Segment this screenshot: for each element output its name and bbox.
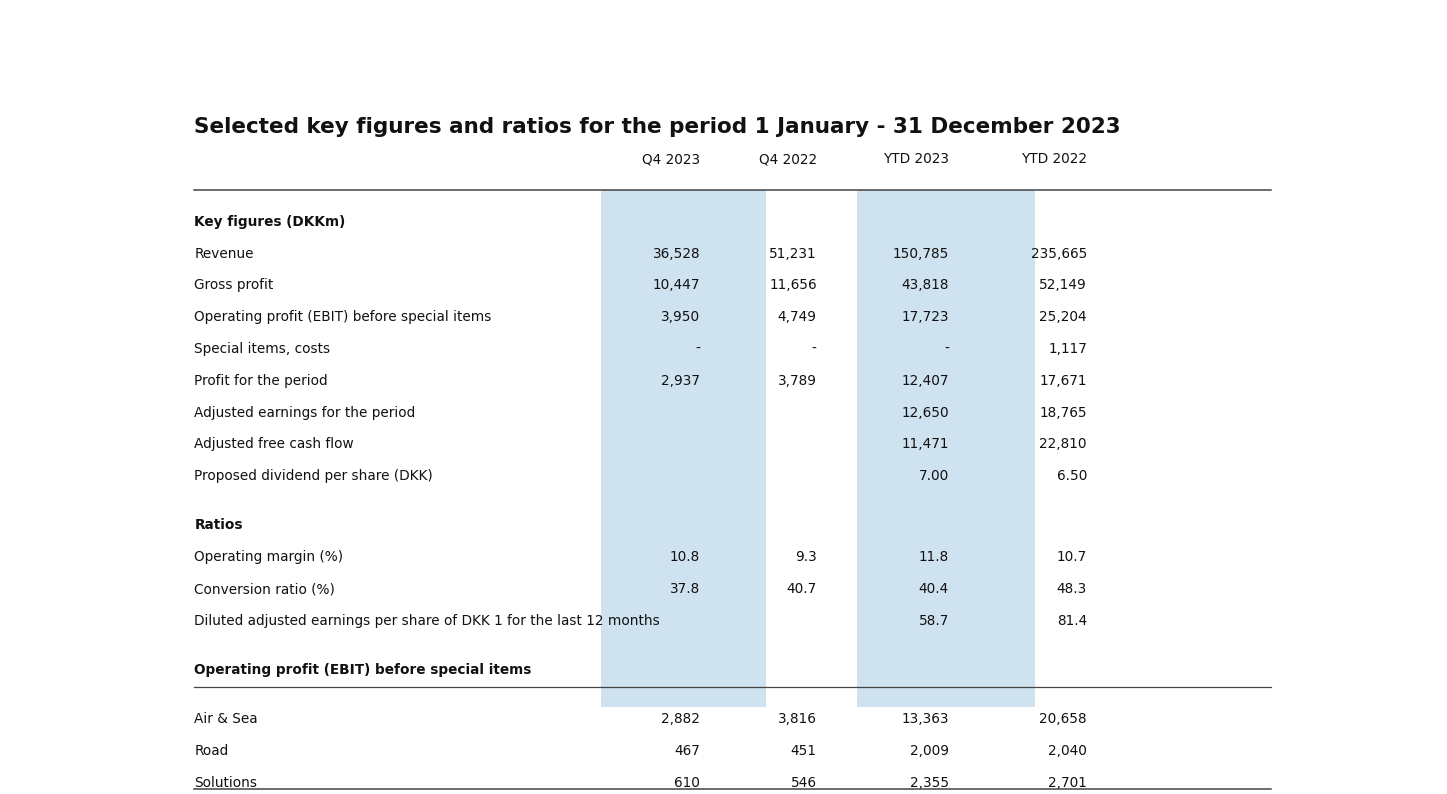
Text: 40.7: 40.7 xyxy=(787,582,816,596)
Text: 12,650: 12,650 xyxy=(901,406,949,419)
Text: 7.00: 7.00 xyxy=(919,469,949,484)
Text: Ratios: Ratios xyxy=(194,518,243,533)
Text: Adjusted earnings for the period: Adjusted earnings for the period xyxy=(194,406,415,419)
Text: Key figures (DKKm): Key figures (DKKm) xyxy=(194,215,346,229)
Text: 11,471: 11,471 xyxy=(901,437,949,451)
Text: 13,363: 13,363 xyxy=(901,712,949,727)
Text: Solutions: Solutions xyxy=(194,776,258,790)
Text: 2,882: 2,882 xyxy=(661,712,700,727)
Text: 51,231: 51,231 xyxy=(770,247,816,260)
Text: 9.3: 9.3 xyxy=(794,550,816,565)
Text: 610: 610 xyxy=(674,776,700,790)
Text: 2,937: 2,937 xyxy=(661,374,700,387)
Text: 150,785: 150,785 xyxy=(893,247,949,260)
Text: 6.50: 6.50 xyxy=(1056,469,1087,484)
Text: 10.7: 10.7 xyxy=(1056,550,1087,565)
Text: 467: 467 xyxy=(674,744,700,758)
Text: 2,355: 2,355 xyxy=(910,776,949,790)
Text: -: - xyxy=(945,342,949,356)
Text: Diluted adjusted earnings per share of DKK 1 for the last 12 months: Diluted adjusted earnings per share of D… xyxy=(194,614,660,628)
Text: YTD 2023: YTD 2023 xyxy=(883,152,949,167)
Text: 1,117: 1,117 xyxy=(1048,342,1087,356)
Text: Special items, costs: Special items, costs xyxy=(194,342,330,356)
Text: 2,009: 2,009 xyxy=(910,744,949,758)
Text: Selected key figures and ratios for the period 1 January - 31 December 2023: Selected key figures and ratios for the … xyxy=(194,117,1121,137)
Text: 12,407: 12,407 xyxy=(901,374,949,387)
Text: Q4 2023: Q4 2023 xyxy=(642,152,700,167)
Text: 546: 546 xyxy=(790,776,816,790)
Text: 2,701: 2,701 xyxy=(1048,776,1087,790)
Text: 3,950: 3,950 xyxy=(661,310,700,324)
Text: 36,528: 36,528 xyxy=(653,247,700,260)
Text: YTD 2022: YTD 2022 xyxy=(1022,152,1087,167)
Text: 4,749: 4,749 xyxy=(777,310,816,324)
Text: 2,040: 2,040 xyxy=(1048,744,1087,758)
Text: Operating margin (%): Operating margin (%) xyxy=(194,550,343,565)
Text: Q4 2022: Q4 2022 xyxy=(758,152,816,167)
Text: 43,818: 43,818 xyxy=(901,279,949,292)
Text: 10,447: 10,447 xyxy=(653,279,700,292)
Text: -: - xyxy=(812,342,816,356)
Text: 40.4: 40.4 xyxy=(919,582,949,596)
Bar xyxy=(857,190,1036,794)
Text: 20,658: 20,658 xyxy=(1039,712,1087,727)
Text: 81.4: 81.4 xyxy=(1056,614,1087,628)
Text: Gross profit: Gross profit xyxy=(194,279,273,292)
Text: Proposed dividend per share (DKK): Proposed dividend per share (DKK) xyxy=(194,469,433,484)
Text: 25,204: 25,204 xyxy=(1039,310,1087,324)
Text: 17,671: 17,671 xyxy=(1039,374,1087,387)
Text: 10.8: 10.8 xyxy=(670,550,700,565)
Text: 11,656: 11,656 xyxy=(770,279,816,292)
Text: 18,765: 18,765 xyxy=(1039,406,1087,419)
Bar xyxy=(602,190,767,794)
Text: 11.8: 11.8 xyxy=(919,550,949,565)
Text: 17,723: 17,723 xyxy=(901,310,949,324)
Text: 3,789: 3,789 xyxy=(777,374,816,387)
Text: Revenue: Revenue xyxy=(194,247,253,260)
Text: 58.7: 58.7 xyxy=(919,614,949,628)
Text: 235,665: 235,665 xyxy=(1030,247,1087,260)
Text: 52,149: 52,149 xyxy=(1039,279,1087,292)
Text: 48.3: 48.3 xyxy=(1056,582,1087,596)
Text: Adjusted free cash flow: Adjusted free cash flow xyxy=(194,437,355,451)
Text: 37.8: 37.8 xyxy=(670,582,700,596)
Text: Operating profit (EBIT) before special items: Operating profit (EBIT) before special i… xyxy=(194,310,492,324)
Text: 451: 451 xyxy=(790,744,816,758)
Text: 22,810: 22,810 xyxy=(1039,437,1087,451)
Text: 3,816: 3,816 xyxy=(778,712,816,727)
Text: -: - xyxy=(695,342,700,356)
Text: Air & Sea: Air & Sea xyxy=(194,712,258,727)
Text: Profit for the period: Profit for the period xyxy=(194,374,328,387)
Text: Road: Road xyxy=(194,744,229,758)
Text: Conversion ratio (%): Conversion ratio (%) xyxy=(194,582,336,596)
Text: Operating profit (EBIT) before special items: Operating profit (EBIT) before special i… xyxy=(194,663,531,677)
